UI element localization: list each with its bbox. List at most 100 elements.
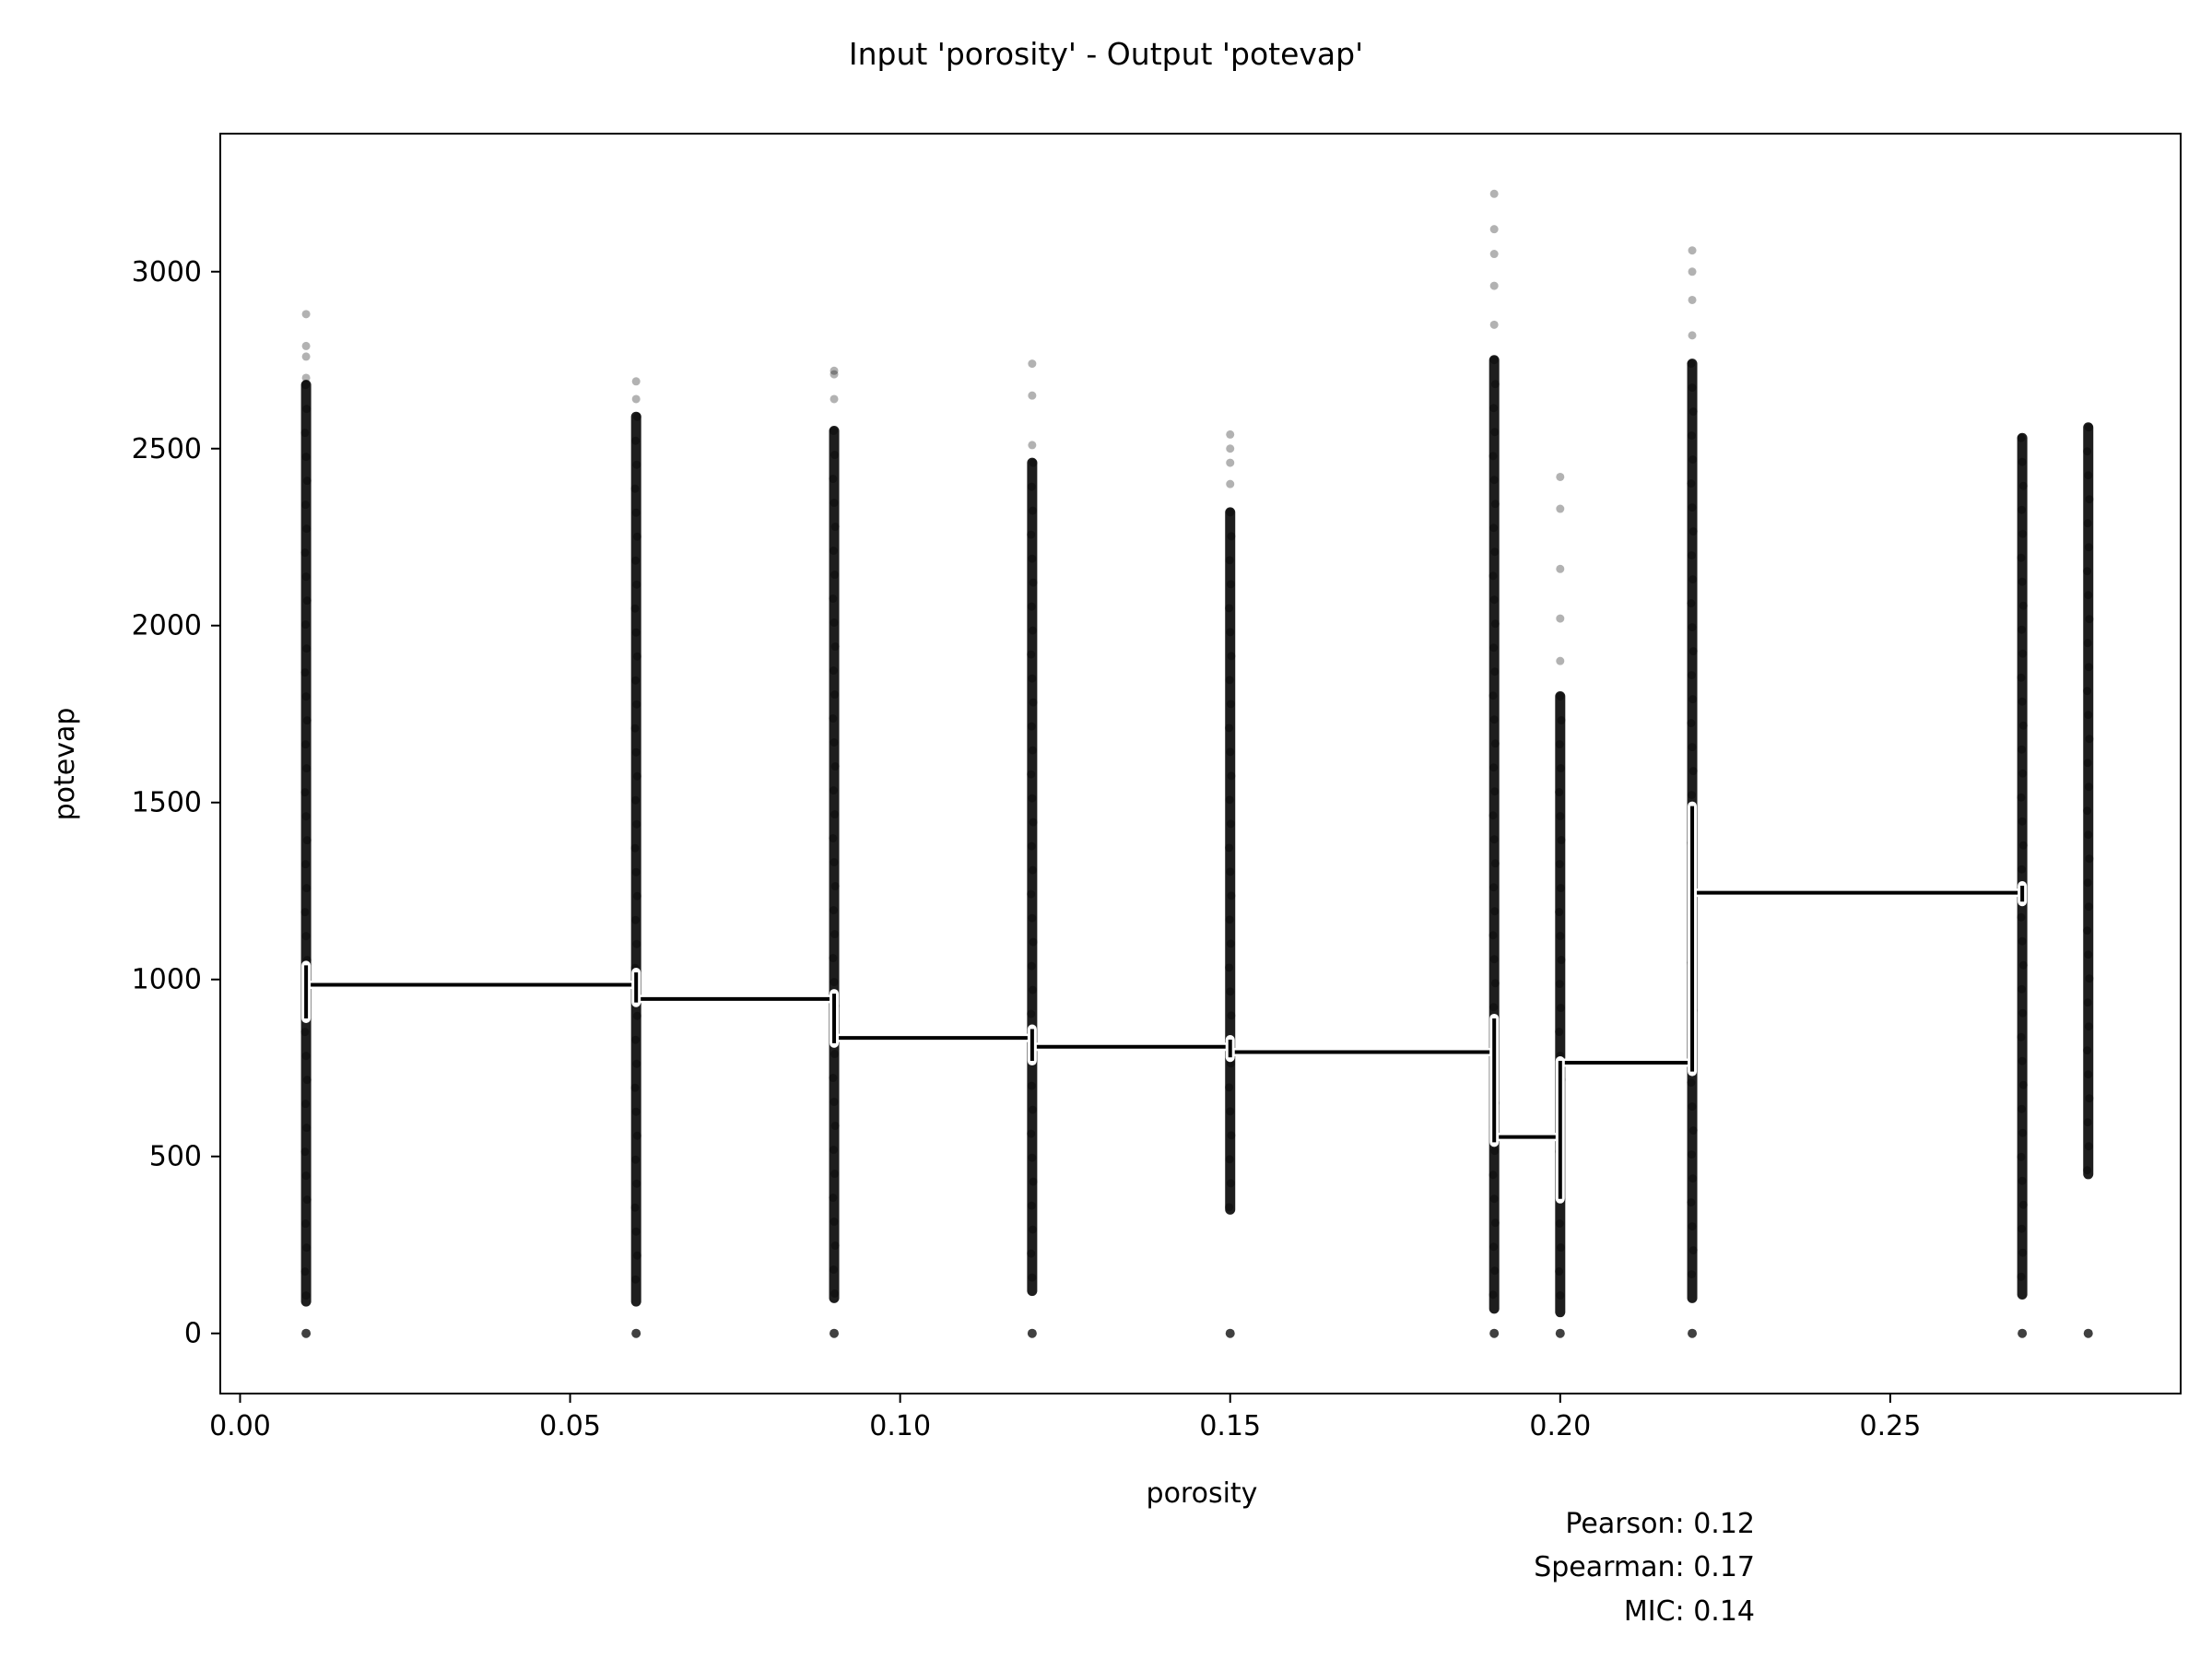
scatter-point [830,451,840,460]
scatter-point [829,714,838,724]
scatter-point [2083,639,2092,648]
scatter-point [1227,771,1236,781]
scatter-point [1027,1249,1036,1258]
scatter-point [631,915,641,924]
scatter-point [1687,551,1696,560]
scatter-point [631,394,641,404]
scatter-point [1027,602,1036,611]
scatter-point [630,604,640,613]
scatter-point [2018,457,2027,466]
scatter-point [1556,564,1565,573]
scatter-point [1490,619,1500,629]
scatter-point [1489,763,1499,772]
scatter-point [829,427,838,436]
scatter-point [1490,739,1500,748]
scatter-point [631,1155,641,1164]
scatter-point [1225,676,1234,685]
scatter-point [302,1195,312,1205]
y-tick-label: 500 [149,1141,202,1173]
scatter-point [1489,524,1499,533]
scatter-point [302,596,312,606]
scatter-point [2083,1166,2092,1175]
scatter-point [1688,743,1697,752]
scatter-points [300,189,2094,1338]
scatter-point [2083,519,2092,528]
scatter-point [1226,580,1235,589]
scatter-point [2083,926,2092,935]
step-line-halo [306,888,2023,1142]
scatter-point [1490,907,1500,916]
scatter-point [2084,1022,2093,1031]
scatter-point [830,1050,840,1059]
scatter-point [1687,1078,1696,1088]
scatter-point-zero [1027,1328,1037,1338]
scatter-point [1027,841,1036,851]
scatter-point [1226,628,1235,637]
scatter-point [1028,746,1037,755]
scatter-point [1227,652,1236,661]
scatter-point [631,436,641,445]
scatter-point [301,932,311,941]
x-tick-label: 0.05 [539,1410,601,1442]
scatter-point [1687,359,1696,369]
scatter-point [2085,615,2094,624]
scatter-point [2018,1200,2028,1209]
scatter-point [1226,444,1235,453]
scatter-point [631,377,641,386]
y-tick-label: 3000 [132,256,202,288]
scatter-point [1687,1198,1696,1207]
scatter-point [1028,985,1037,994]
scatter-point [631,1227,641,1236]
scatter-point [829,786,838,795]
scatter-point [1489,955,1499,964]
scatter-point [830,499,839,508]
scatter-point [1489,835,1499,844]
scatter-point [1027,961,1036,971]
scatter-point [1688,623,1697,632]
scatter-point [300,1267,310,1277]
scatter-point [301,620,311,629]
scatter-point [1490,428,1500,437]
scatter-point [1556,932,1565,941]
scatter-point [632,1131,641,1140]
scatter-point [1225,843,1234,853]
scatter-point [2017,793,2026,802]
scatter-point [1557,956,1566,965]
scatter-point [829,547,838,556]
scatter-point [1028,1153,1037,1162]
scatter-point [302,644,312,653]
scatter-point [301,1171,311,1181]
scatter-point [1555,1267,1564,1277]
scatter-point [1688,527,1698,536]
scatter-point [1028,391,1037,400]
scatter-point [1687,1150,1696,1159]
scatter-point [1557,836,1566,845]
scatter-point [2084,543,2093,552]
scatter-point [2018,1248,2028,1257]
scatter-point [829,906,838,915]
scatter-point [1226,747,1235,757]
x-axis: 0.00 0.05 0.10 0.15 0.20 0.25 [209,1394,1921,1442]
scatter-point [2083,567,2092,576]
scatter-point [1687,671,1696,680]
scatter-point [1225,795,1234,805]
scatter-point [2084,1070,2093,1079]
scatter-point [301,692,311,701]
scatter-point [1688,331,1697,340]
scatter-point [830,810,840,819]
scatter-column [1687,246,1698,1338]
scatter-point [2083,1118,2092,1127]
scatter-point-zero [1555,1328,1565,1338]
scatter-point-zero [1225,1328,1235,1338]
scatter-point [2018,1224,2027,1233]
scatter-point [829,954,838,963]
scatter-point [1028,1273,1037,1282]
scatter-point [830,618,839,628]
scatter-point [302,524,312,534]
scatter-point-zero [2083,1328,2093,1338]
scatter-point [1688,695,1698,704]
step-line [306,890,2023,1139]
scatter-point [630,1203,640,1212]
scatter-point [1225,604,1234,613]
scatter-point [1490,979,1500,988]
